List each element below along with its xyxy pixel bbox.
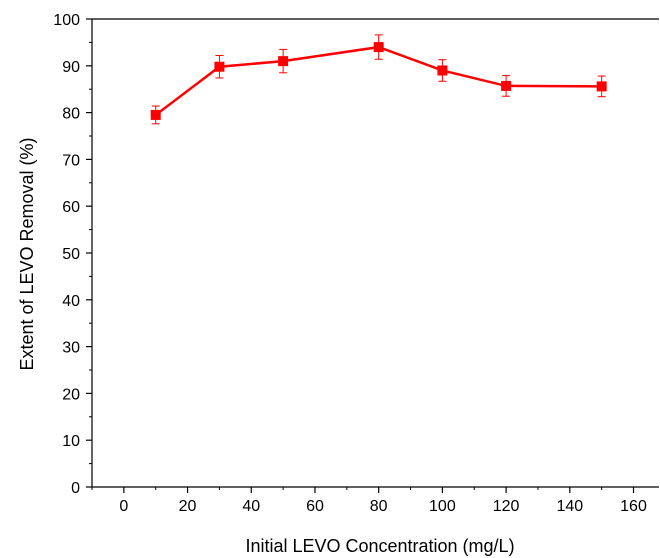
x-axis-title: Initial LEVO Concentration (mg/L) [245,536,514,556]
y-tick-label: 80 [62,106,80,123]
y-tick-label: 90 [62,59,80,76]
y-tick-label: 40 [62,293,80,310]
y-tick-label: 0 [71,480,80,497]
data-point [596,81,607,92]
data-point [373,42,384,53]
data-point [214,61,225,72]
data-point [437,65,448,76]
x-tick-label: 160 [620,498,647,515]
y-axis-title: Extent of LEVO Removal (%) [17,137,37,370]
y-tick-label: 70 [62,152,80,169]
plot-marks [150,34,607,125]
data-point [501,80,512,91]
y-tick-label: 100 [53,12,80,29]
y-tick-label: 30 [62,340,80,357]
data-point [150,109,161,120]
y-tick-label: 60 [62,199,80,216]
x-tick-label: 60 [306,498,324,515]
x-tick-label: 0 [119,498,128,515]
x-tick-label: 100 [429,498,456,515]
x-tick-label: 20 [179,498,197,515]
y-tick-label: 20 [62,386,80,403]
x-tick-label: 120 [493,498,520,515]
x-tick-label: 80 [370,498,388,515]
y-tick-label: 10 [62,433,80,450]
x-tick-label: 40 [242,498,260,515]
axes: 0 10 20 30 40 50 60 70 80 90 100 0 20 40 60 80 100 120 140… [53,12,659,515]
x-tick-label: 140 [556,498,583,515]
y-tick-label: 50 [62,246,80,263]
data-point [278,56,289,67]
